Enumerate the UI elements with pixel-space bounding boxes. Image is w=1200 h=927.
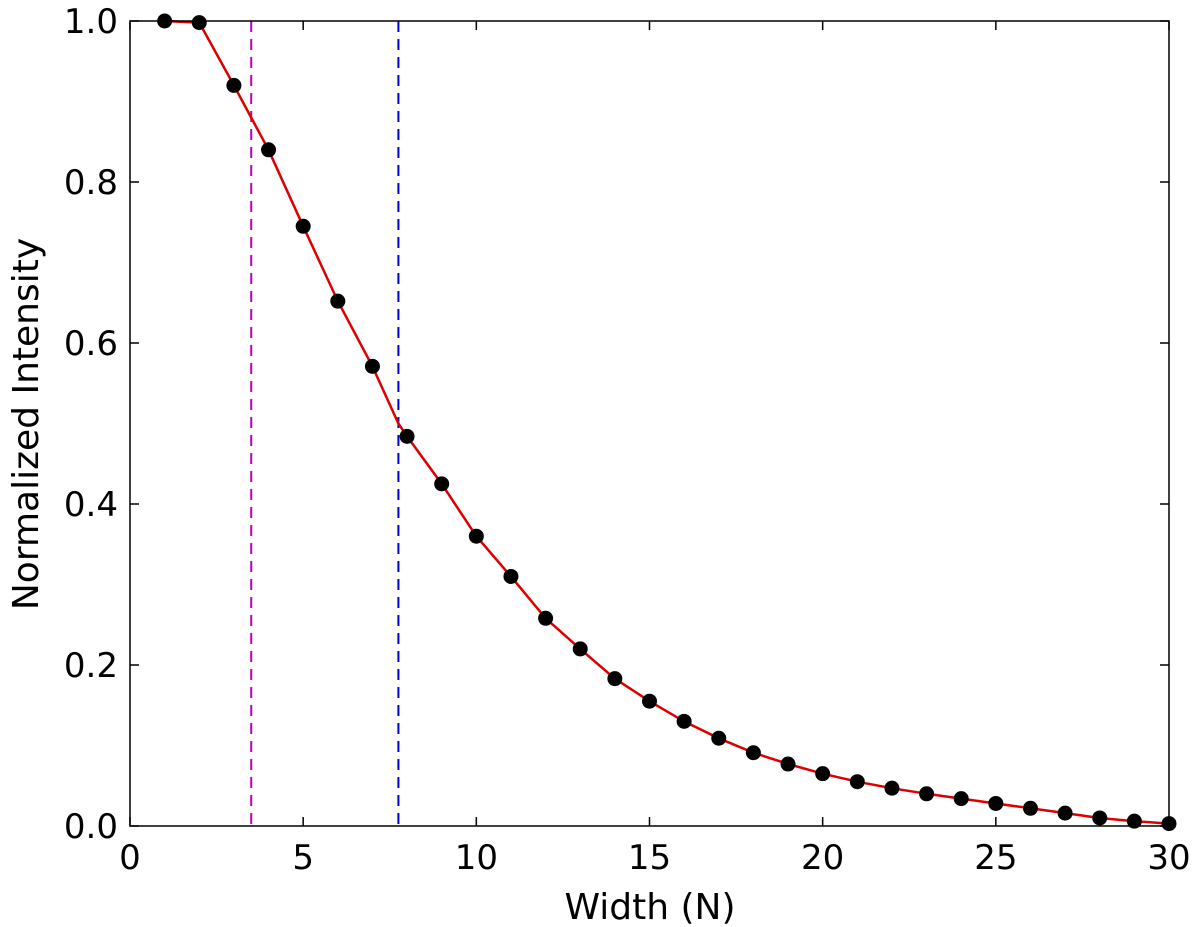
x-axis-title: Width (N) — [564, 887, 735, 927]
x-tick-label: 15 — [628, 838, 671, 878]
x-tick-label: 25 — [974, 838, 1017, 878]
data-point — [1092, 810, 1108, 826]
data-point — [434, 476, 450, 492]
y-tick-label: 0.8 — [64, 163, 118, 203]
data-point — [364, 358, 380, 374]
data-point — [1057, 805, 1073, 821]
data-point — [953, 791, 969, 807]
fit-line — [164, 19, 1170, 825]
data-point — [884, 780, 900, 796]
tick-labels: 0 5 10 15 20 25 30 0.0 0.2 0.4 0.6 0.8 1.0 — [64, 2, 1191, 878]
data-point — [226, 77, 242, 93]
data-point — [538, 610, 554, 626]
x-tick-label: 10 — [455, 838, 498, 878]
data-point — [1126, 813, 1142, 829]
data-point — [642, 693, 657, 709]
x-tick-label: 30 — [1147, 838, 1190, 878]
axes-frame — [129, 20, 1170, 827]
data-point — [919, 786, 935, 802]
data-point — [295, 218, 311, 234]
x-tick-label: 0 — [119, 838, 141, 878]
data-point — [815, 766, 831, 782]
data-point — [399, 428, 415, 444]
data-point — [780, 756, 796, 772]
y-axis-title: Normalized Intensity — [6, 238, 47, 610]
data-point — [468, 528, 484, 544]
data-point — [330, 293, 346, 309]
data-point — [711, 730, 727, 746]
data-point — [607, 671, 623, 687]
data-point — [988, 795, 1004, 811]
data-point — [503, 568, 519, 584]
x-tick-label: 20 — [801, 838, 844, 878]
data-point — [849, 774, 865, 790]
data-point — [676, 713, 692, 729]
data-point — [745, 745, 761, 761]
data-point — [191, 15, 207, 31]
x-tick-label: 5 — [292, 838, 314, 878]
data-point — [261, 142, 277, 158]
y-tick-label: 1.0 — [64, 2, 118, 42]
y-tick-label: 0.0 — [64, 807, 118, 847]
data-point — [1022, 800, 1038, 816]
plot-area — [157, 13, 1177, 832]
y-tick-label: 0.2 — [64, 646, 118, 686]
data-point — [572, 641, 588, 657]
y-tick-label: 0.4 — [64, 485, 118, 525]
y-tick-label: 0.6 — [64, 324, 118, 364]
